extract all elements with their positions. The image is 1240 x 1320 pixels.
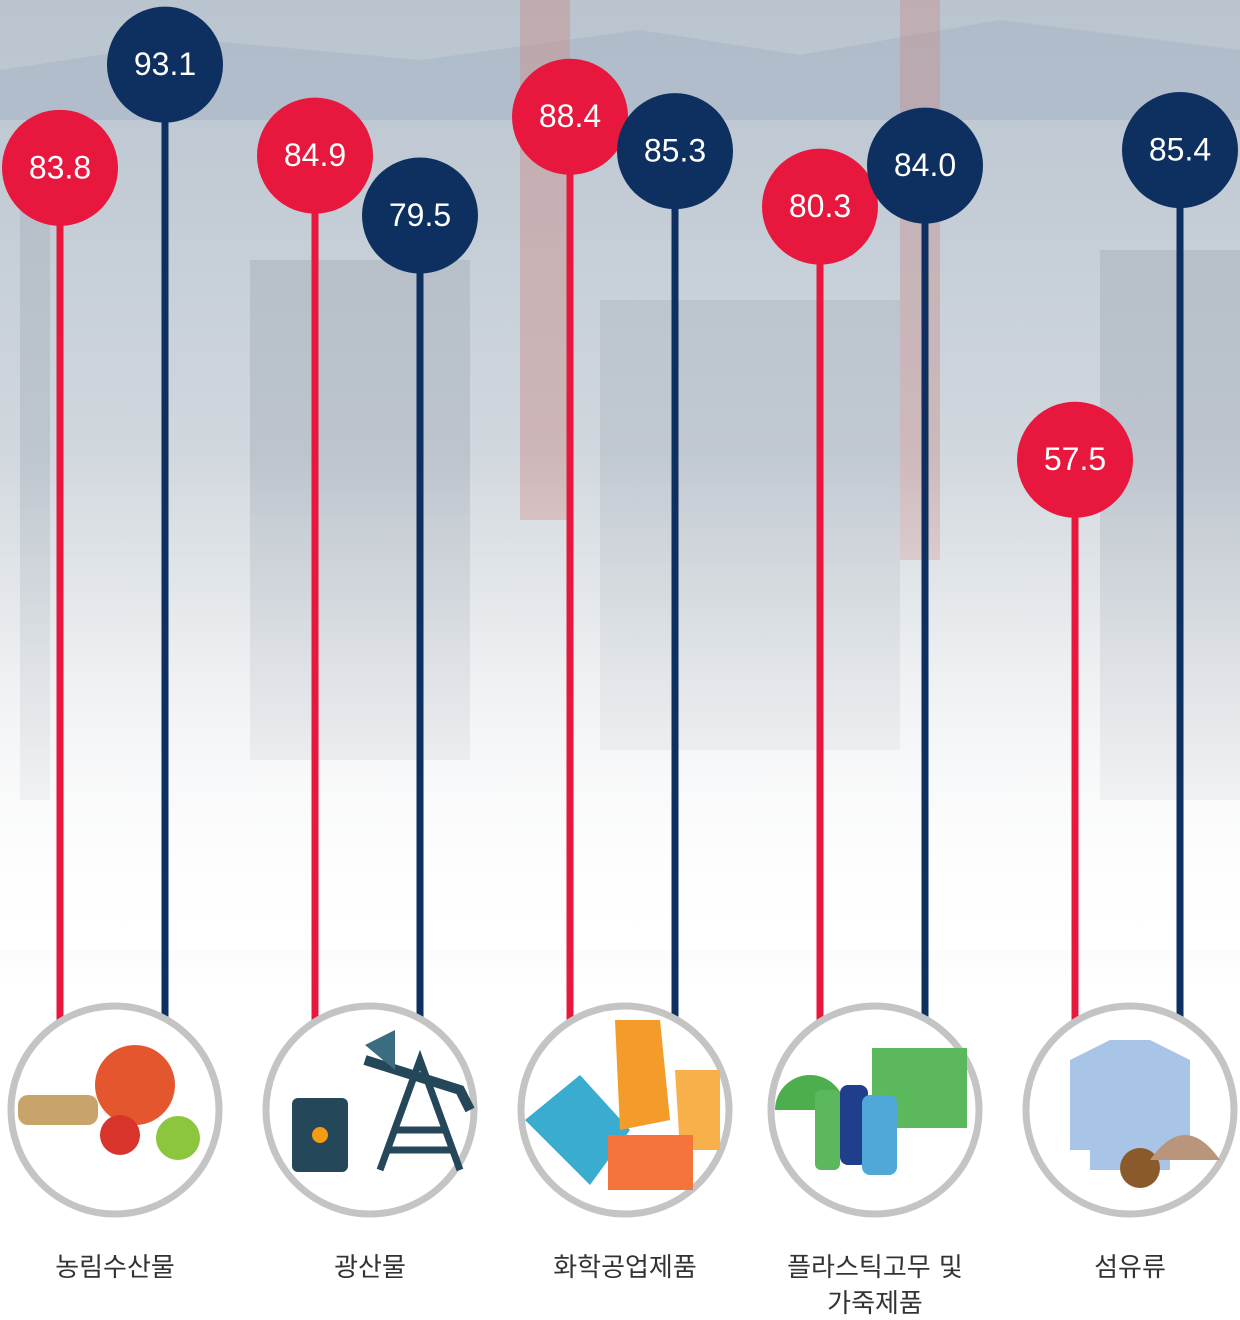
category-label: 농림수산물: [0, 1250, 235, 1286]
icon-chemical: [521, 1006, 729, 1214]
value-label: 85.3: [644, 133, 706, 169]
category-label: 화학공업제품: [505, 1250, 745, 1286]
value-label: 85.4: [1149, 132, 1211, 168]
value-label: 79.5: [389, 197, 451, 233]
value-label: 80.3: [789, 188, 851, 224]
value-label: 93.1: [134, 46, 196, 82]
value-label: 57.5: [1044, 441, 1106, 477]
icon-mining: [266, 1006, 474, 1214]
value-label: 88.4: [539, 98, 601, 134]
category-label: 플라스틱고무 및 가죽제품: [755, 1250, 995, 1320]
icon-agri: [11, 1006, 219, 1214]
chart: 83.8 84.9 88.4 80.3 57.5 93.1 79.5 85.3 84.0 85.4: [0, 0, 1240, 1320]
value-label: 84.0: [894, 147, 956, 183]
icon-plastic: [771, 1006, 979, 1214]
category-label: 섬유류: [1010, 1250, 1240, 1286]
infographic: 83.8 84.9 88.4 80.3 57.5 93.1 79.5 85.3 84.0 85.4…: [0, 0, 1240, 1320]
icon-textile: [1026, 1006, 1234, 1214]
category-label: 광산물: [250, 1250, 490, 1286]
value-label: 83.8: [29, 149, 91, 185]
value-label: 84.9: [284, 137, 346, 173]
